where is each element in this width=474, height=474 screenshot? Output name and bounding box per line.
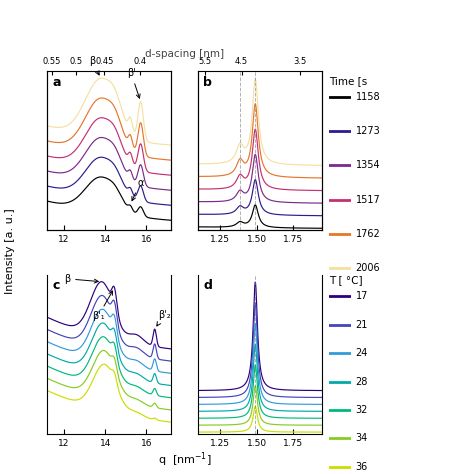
Text: b: b: [203, 76, 212, 89]
Text: d-spacing [nm]: d-spacing [nm]: [146, 49, 224, 59]
Text: 32: 32: [356, 405, 368, 415]
Text: 1517: 1517: [356, 194, 380, 205]
Text: a: a: [52, 76, 61, 89]
Text: β'₂: β'₂: [157, 310, 171, 326]
Text: β: β: [64, 274, 98, 284]
Text: d: d: [203, 280, 212, 292]
Text: β': β': [127, 68, 140, 98]
Text: α: α: [132, 178, 144, 201]
Text: Intensity [a. u.]: Intensity [a. u.]: [5, 209, 15, 294]
Text: T [ °C]: T [ °C]: [329, 275, 363, 285]
Text: 1158: 1158: [356, 92, 380, 102]
Text: 1354: 1354: [356, 160, 380, 171]
Text: Time [s: Time [s: [329, 76, 368, 86]
Text: c: c: [52, 280, 60, 292]
Text: 34: 34: [356, 433, 368, 444]
Text: 24: 24: [356, 348, 368, 358]
Text: β'₁: β'₁: [92, 291, 112, 321]
Text: 36: 36: [356, 462, 368, 472]
Text: 1273: 1273: [356, 126, 380, 137]
Text: 1762: 1762: [356, 228, 380, 239]
Text: 2006: 2006: [356, 263, 380, 273]
Text: 28: 28: [356, 376, 368, 387]
Text: q  [nm$^{-1}$]: q [nm$^{-1}$]: [158, 451, 212, 469]
Text: 21: 21: [356, 319, 368, 330]
Text: 17: 17: [356, 291, 368, 301]
Text: β: β: [89, 56, 99, 75]
